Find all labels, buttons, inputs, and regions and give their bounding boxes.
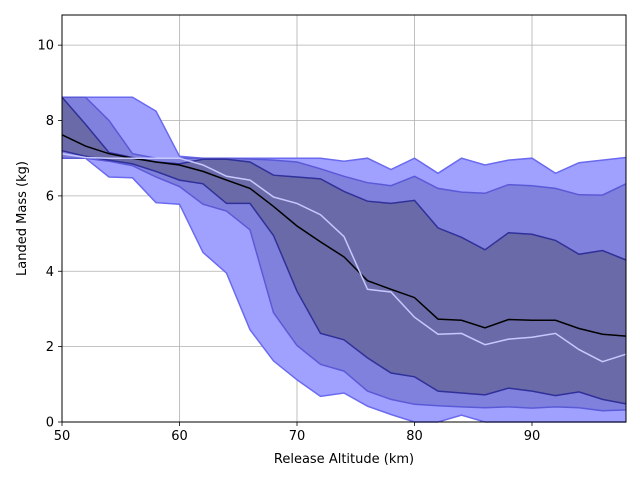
band-inner-lower-edge (61, 149, 627, 405)
band-middle-lower-edge (62, 157, 627, 412)
band-outer-upper-edge (62, 96, 627, 175)
lines (61, 134, 627, 363)
y-tick-label: 0 (46, 416, 54, 431)
median-line (61, 134, 627, 337)
y-tick-label: 10 (37, 39, 54, 54)
y-tick-label: 8 (46, 114, 54, 129)
x-tick-label: 70 (289, 429, 306, 444)
plot-frame (61, 14, 627, 423)
x-tick-label: 80 (406, 429, 423, 444)
x-tick-label: 60 (171, 429, 188, 444)
mean-line (61, 152, 627, 363)
y-axis-label: Landed Mass (kg) (15, 161, 30, 276)
x-tick-label: 50 (54, 429, 71, 444)
y-tick-label: 4 (46, 265, 54, 280)
x-axis-label: Release Altitude (km) (274, 452, 414, 467)
axis-ticks: 50 60 70 80 90 0 2 4 6 8 10 (37, 39, 540, 444)
x-tick-label: 90 (524, 429, 541, 444)
y-tick-label: 2 (46, 340, 54, 355)
y-tick-label: 6 (46, 189, 54, 204)
